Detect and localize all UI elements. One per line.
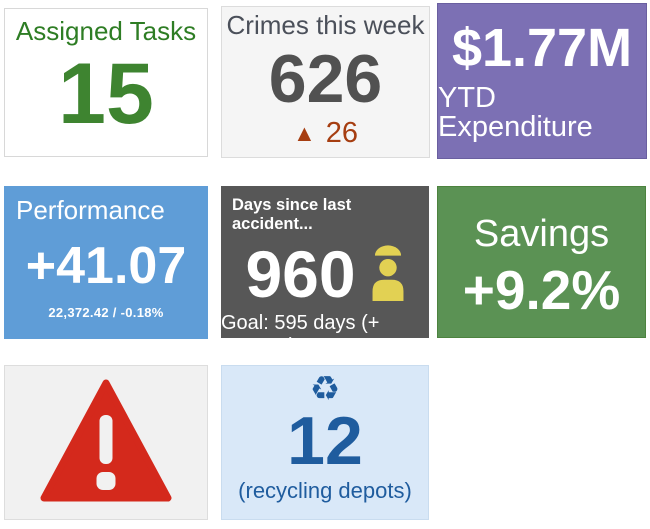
accident-goal: Goal: 595 days (+ 161.3%): [221, 312, 380, 357]
worker-person-icon: [371, 243, 405, 306]
accident-title: Days since last accident...: [232, 196, 352, 233]
savings-title: Savings: [473, 212, 610, 255]
warning-tile: [4, 365, 208, 520]
crimes-delta-value: 26: [325, 117, 359, 150]
savings-value: +9.2%: [462, 259, 621, 322]
performance-title: Performance: [16, 195, 165, 225]
accident-value: 960: [245, 237, 356, 311]
crimes-value: 626: [268, 41, 383, 117]
crimes-title: Crimes this week: [226, 10, 425, 40]
expenditure-label: YTD Expenditure: [438, 81, 593, 143]
crimes-delta: ▲ 26: [293, 117, 358, 150]
ytd-expenditure-tile: $1.77M YTD Expenditure: [437, 3, 647, 159]
accident-main: 960: [245, 241, 404, 307]
crimes-tile: Crimes this week 626 ▲ 26: [221, 6, 430, 158]
performance-detail: 22,372.42 / -0.18%: [48, 305, 164, 320]
assigned-tasks-tile: Assigned Tasks 15: [4, 8, 208, 157]
assigned-tasks-value: 15: [58, 46, 154, 142]
savings-tile: Savings +9.2%: [437, 186, 646, 338]
performance-value: +41.07: [25, 237, 187, 295]
expenditure-value: $1.77M: [451, 17, 633, 78]
recycling-tile: ♻ 12 (recycling depots): [221, 365, 429, 520]
recycling-value: 12: [287, 403, 363, 479]
performance-tile: Performance +41.07 22,372.42 / -0.18%: [4, 186, 208, 339]
warning-triangle-icon: [40, 379, 172, 507]
up-triangle-icon: ▲: [292, 120, 316, 147]
accident-days-tile: Days since last accident... 960 Goal: 59…: [221, 186, 429, 357]
recycle-icon: ♻: [309, 370, 341, 408]
recycling-label: (recycling depots): [238, 478, 412, 503]
assigned-tasks-title: Assigned Tasks: [15, 16, 197, 46]
